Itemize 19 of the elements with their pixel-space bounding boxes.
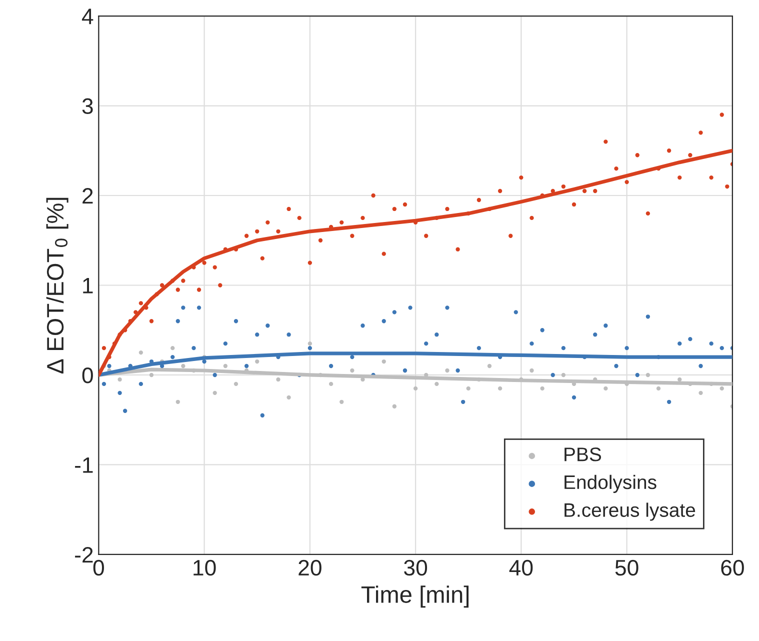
x-axis-title: Time [min] [361,586,469,608]
x-tick-label: 0 [93,560,104,576]
legend-label: PBS [564,448,602,462]
y-tick-label: 0 [82,368,93,384]
x-tick-label: 10 [194,560,216,576]
legend-label: B.cereus lysate [564,502,696,521]
x-tick-label: 20 [298,560,322,576]
y-tick-label: 2 [82,188,93,204]
x-tick-label: 60 [721,560,744,576]
y-tick-label: 3 [82,98,93,114]
y-tick-label: -2 [75,547,93,563]
y-tick-label: -1 [75,457,93,473]
x-tick-label: 40 [509,560,533,576]
y-tick-label: 4 [82,8,94,24]
y-tick-label: 1 [83,278,93,294]
y-axis-title: Δ EOT/EOT$_{0}$ [%] [46,198,68,374]
x-tick-label: 30 [404,560,428,576]
x-tick-label: 50 [615,560,638,576]
legend-label: Endolysins [564,474,656,493]
